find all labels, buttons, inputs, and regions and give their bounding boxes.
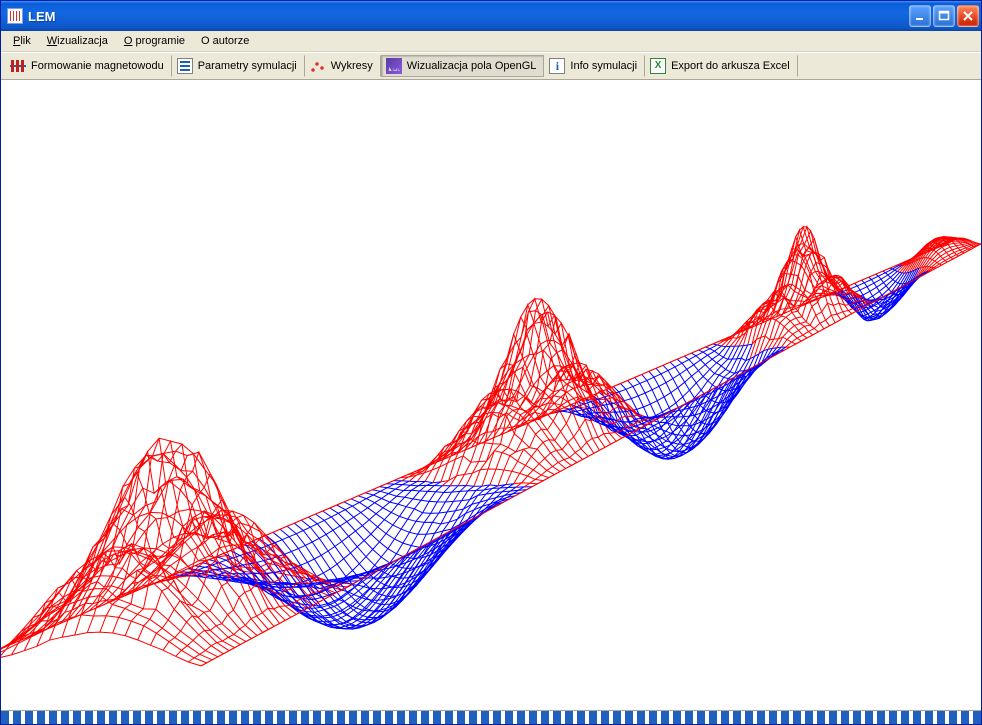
menu-label: Plik (13, 35, 31, 47)
wireframe-surface (1, 80, 981, 710)
tb-label: Info symulacji (570, 60, 637, 72)
opengl-icon (386, 58, 402, 74)
menubar: Plik Wizualizacja O programie O autorze (1, 31, 981, 52)
tb-charts[interactable]: Wykresy (305, 55, 381, 77)
opengl-canvas[interactable] (1, 80, 981, 710)
menu-label: O programie (124, 35, 185, 47)
tb-label: Wykresy (331, 60, 373, 72)
tb-export[interactable]: Export do arkusza Excel (645, 55, 798, 77)
maximize-button[interactable] (933, 5, 955, 27)
titlebar[interactable]: LEM (1, 1, 981, 31)
menu-label: O autorze (201, 35, 249, 47)
menu-o-autorze[interactable]: O autorze (193, 33, 257, 49)
menu-label: Wizualizacja (47, 35, 108, 47)
tb-form-magneto[interactable]: Formowanie magnetowodu (5, 55, 172, 77)
info-icon (549, 58, 565, 74)
tb-label: Formowanie magnetowodu (31, 60, 164, 72)
tb-label: Export do arkusza Excel (671, 60, 790, 72)
tb-opengl[interactable]: Wizualizacja pola OpenGL (381, 55, 545, 77)
params-icon (177, 58, 193, 74)
menu-plik[interactable]: Plik (5, 33, 39, 49)
app-window: LEM Plik Wizualizacja O programie O auto… (0, 0, 982, 725)
charts-icon (310, 58, 326, 74)
toolbar: Formowanie magnetowodu Parametry symulac… (1, 52, 981, 80)
excel-icon (650, 58, 666, 74)
app-icon (7, 8, 23, 24)
menu-o-programie[interactable]: O programie (116, 33, 193, 49)
tb-label: Wizualizacja pola OpenGL (407, 60, 537, 72)
tb-info[interactable]: Info symulacji (544, 55, 645, 77)
window-title: LEM (28, 9, 909, 24)
tb-label: Parametry symulacji (198, 60, 297, 72)
minimize-button[interactable] (909, 5, 931, 27)
form-icon (10, 58, 26, 74)
window-buttons (909, 5, 979, 27)
menu-wizualizacja[interactable]: Wizualizacja (39, 33, 116, 49)
statusbar (1, 710, 981, 724)
close-button[interactable] (957, 5, 979, 27)
tb-params[interactable]: Parametry symulacji (172, 55, 305, 77)
